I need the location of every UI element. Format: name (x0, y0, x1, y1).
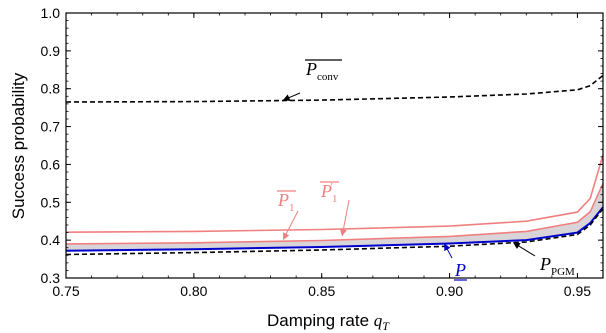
annotation-ppgm: PPGM (512, 242, 575, 278)
x-tick-label: 0.75 (52, 283, 79, 299)
x-tick-label: 0.95 (564, 283, 591, 299)
y-tick-label: 0.9 (41, 43, 61, 59)
annotation-p1prime: P1′ (320, 181, 350, 237)
annotation-arrow (512, 242, 536, 257)
x-tick-label: 0.85 (308, 283, 335, 299)
annotation-label: PPGM (539, 254, 575, 278)
y-tick-label: 1.0 (41, 5, 61, 21)
x-axis-label-symbol: q (374, 311, 383, 330)
x-tick-label: 0.90 (436, 283, 463, 299)
annotation-label: Pconv (305, 59, 339, 83)
series-line-p_conv_bar (65, 74, 604, 103)
series-line-p1_bar (65, 154, 604, 233)
x-axis-label: Damping rate qT (267, 311, 390, 333)
x-axis-label-sub: T (382, 319, 390, 333)
series-line-p1_prime_bar (65, 183, 604, 245)
y-tick-label: 0.8 (41, 81, 61, 97)
y-tick-label: 0.6 (41, 156, 61, 172)
annotation-p1: P1 (277, 190, 299, 241)
annotation-arrow (444, 243, 453, 259)
annotation-arrow (282, 92, 301, 101)
y-tick-label: 0.5 (41, 194, 61, 210)
series-line-p_under (65, 206, 604, 252)
annotation-punder: P (444, 243, 467, 281)
annotation-label: P1′ (320, 181, 338, 205)
annotation-arrow (282, 210, 299, 241)
y-tick-label: 0.4 (41, 232, 61, 248)
annotation-label: P1 (277, 190, 295, 214)
annotation-arrow (339, 199, 350, 237)
y-axis-label: Success probability (9, 72, 28, 219)
y-tick-label: 0.3 (41, 270, 61, 286)
annotation-conv: Pconv (282, 59, 342, 101)
plot-frame (65, 12, 604, 279)
annotation-label: P (454, 260, 466, 280)
y-tick-label: 0.7 (41, 119, 61, 135)
x-tick-label: 0.80 (180, 283, 207, 299)
